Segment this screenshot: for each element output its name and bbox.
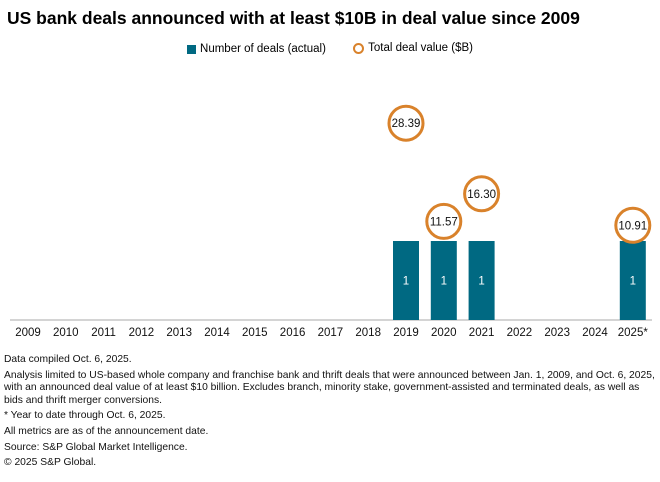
note: Source: S&P Global Market Intelligence. <box>4 441 188 453</box>
note: Analysis limited to US-based whole compa… <box>4 369 655 406</box>
x-tick-label: 2025* <box>618 327 649 339</box>
x-tick-label: 2018 <box>355 327 381 339</box>
bar-data-label: 1 <box>478 276 484 288</box>
legend-label: Number of deals (actual) <box>200 43 326 55</box>
bar-data-label: 1 <box>630 276 636 288</box>
note: Data compiled Oct. 6, 2025. <box>4 354 132 365</box>
x-tick-label: 2014 <box>204 327 230 339</box>
x-tick-label: 2024 <box>582 327 608 339</box>
x-tick-label: 2021 <box>469 327 495 339</box>
value-marker <box>463 175 501 213</box>
x-tick-label: 2015 <box>242 327 268 339</box>
x-tick-label: 2009 <box>15 327 41 339</box>
note: All metrics are as of the announcement d… <box>4 425 209 437</box>
note: * Year to date through Oct. 6, 2025. <box>4 410 166 422</box>
chart-notes: Data compiled Oct. 6, 2025. Analysis lim… <box>4 354 659 473</box>
legend-swatch-circle <box>353 42 365 54</box>
value-marker <box>425 202 463 240</box>
value-marker <box>614 206 652 244</box>
legend-swatch-bar <box>187 44 197 54</box>
value-data-label: 10.91 <box>618 220 647 232</box>
x-tick-label: 2016 <box>280 327 306 339</box>
x-tick-label: 2017 <box>318 327 344 339</box>
x-tick-label: 2011 <box>91 327 116 339</box>
chart-title: US bank deals announced with at least $1… <box>7 8 580 28</box>
x-tick-label: 2023 <box>544 327 570 339</box>
value-data-label: 16.30 <box>467 189 496 201</box>
x-tick-label: 2020 <box>431 327 457 339</box>
value-marker <box>387 104 425 142</box>
bar <box>619 241 646 320</box>
x-tick-label: 2010 <box>53 327 79 339</box>
bar-data-label: 1 <box>441 276 447 288</box>
legend-item-value: Total deal value ($B) <box>353 42 473 54</box>
value-data-label: 28.39 <box>392 118 421 130</box>
legend-item-deals: Number of deals (actual) <box>187 43 326 55</box>
x-tick-label: 2022 <box>507 327 533 339</box>
bar <box>430 241 457 320</box>
legend: Number of deals (actual) Total deal valu… <box>0 42 660 57</box>
bar-data-label: 1 <box>403 276 409 288</box>
bar <box>468 241 495 320</box>
plot-area: 2009 2010 2011 2012 2013 2014 2015 2016 2017 2018… <box>10 104 652 339</box>
bar <box>393 241 419 320</box>
value-data-label: 11.57 <box>430 216 458 228</box>
x-tick-label: 2012 <box>129 327 155 339</box>
legend-label: Total deal value ($B) <box>368 42 473 54</box>
x-tick-label: 2013 <box>166 327 192 339</box>
note: © 2025 S&P Global. <box>4 457 97 469</box>
x-tick-label: 2019 <box>393 327 419 339</box>
